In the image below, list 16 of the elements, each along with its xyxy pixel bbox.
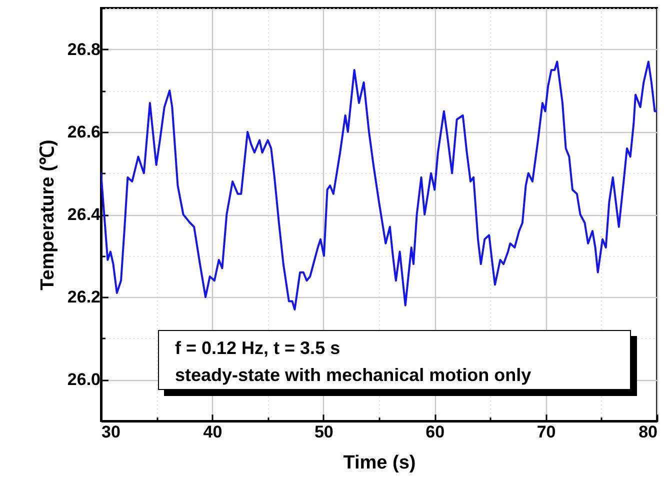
x-tick-label: 30 [102,422,120,442]
y-tick-label: 26.6 [67,122,100,142]
y-tick-label: 26.4 [67,205,102,224]
y-tick-label: 26.2 [67,288,100,307]
x-tick-label: 70 [536,422,556,442]
x-tick-label: 60 [426,422,445,442]
line-series [101,60,657,310]
x-tick-label: 40 [203,422,222,442]
y-axis-title: Temperature (℃) [37,140,58,290]
x-axis-title: Time (s) [343,452,416,474]
x-tick-label: 50 [314,422,334,442]
y-tick-label: 26.0 [67,370,100,390]
x-tick-label: 80 [638,422,658,442]
y-tick-label: 26.8 [67,40,100,59]
annotation: steady-state with mechanical motion only [175,364,532,387]
annotation: f = 0.12 Hz, t = 3.5 s [175,337,342,360]
